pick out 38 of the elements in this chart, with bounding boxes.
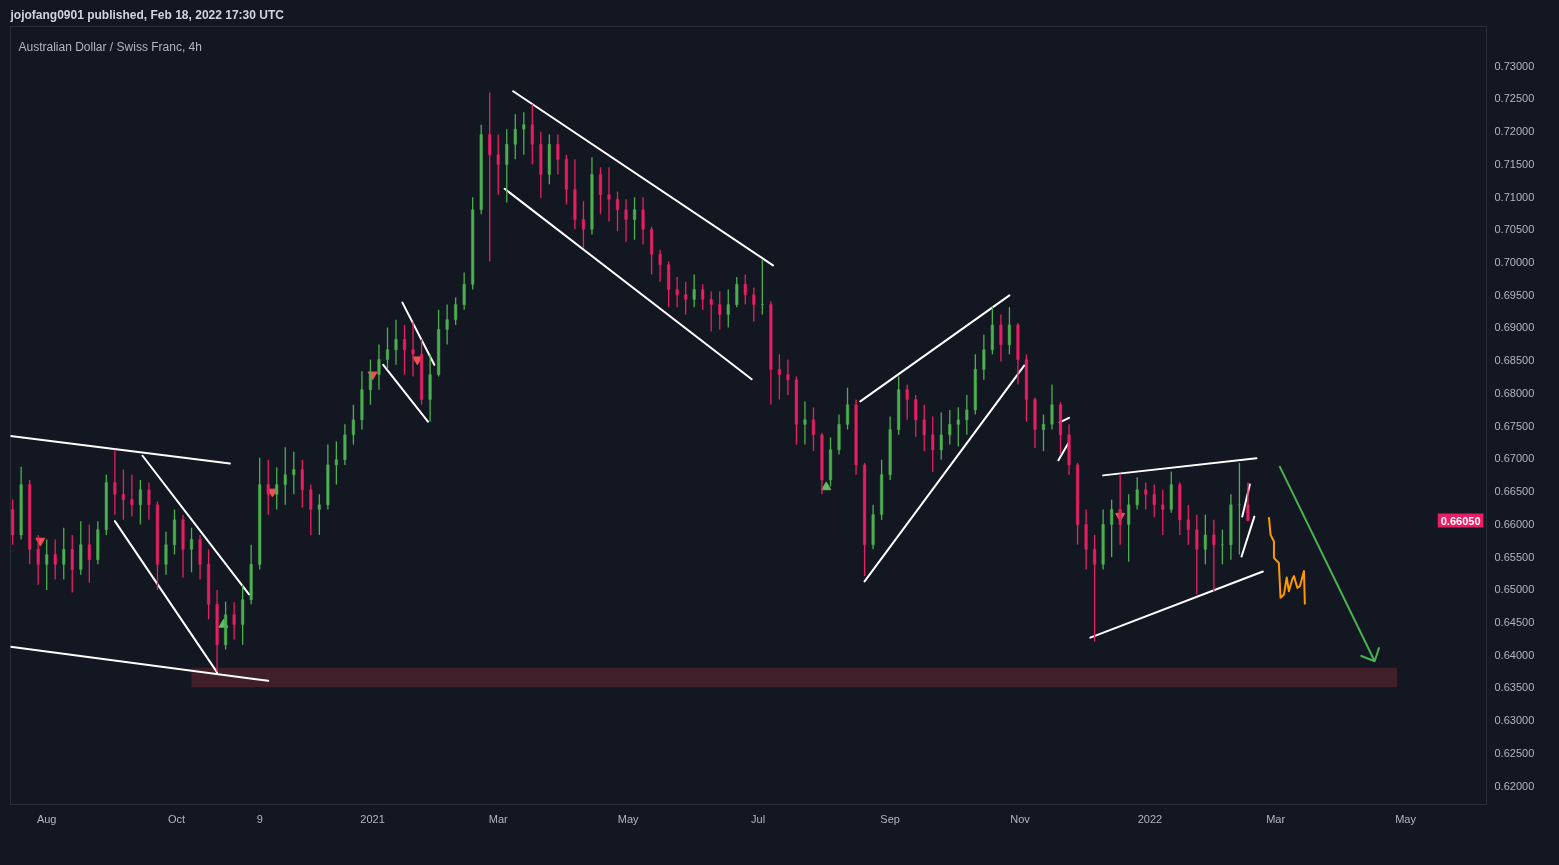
- x-tick-label: Mar: [488, 812, 509, 825]
- y-tick-label: 0.72000: [1494, 125, 1535, 138]
- y-tick-label: 0.62000: [1494, 779, 1535, 792]
- x-tick-label: Mar: [1266, 812, 1286, 825]
- x-tick-label: Jul: [751, 812, 766, 825]
- y-tick-label: 0.64000: [1494, 648, 1535, 661]
- x-tick-label: 2022: [1137, 812, 1163, 825]
- x-tick-label: May: [617, 812, 640, 825]
- y-tick-label: 0.70000: [1494, 256, 1535, 269]
- x-tick-label: Oct: [168, 812, 186, 825]
- y-tick-label: 0.67000: [1494, 452, 1535, 465]
- y-tick-label: 0.66000: [1494, 517, 1535, 530]
- y-tick-label: 0.73000: [1494, 59, 1535, 72]
- annotation: 0.66050: [1440, 514, 1481, 527]
- y-tick-label: 0.63500: [1494, 681, 1535, 694]
- y-tick-label: 0.68000: [1494, 386, 1535, 399]
- text: Australian Dollar / Swiss Franc, 4h: [18, 39, 202, 54]
- y-tick-label: 0.70500: [1494, 223, 1535, 236]
- y-tick-label: 0.71000: [1494, 190, 1535, 203]
- x-tick-label: May: [1395, 812, 1417, 825]
- y-tick-label: 0.62500: [1494, 746, 1535, 759]
- x-tick-label: Sep: [880, 812, 900, 825]
- y-tick-label: 0.69000: [1494, 321, 1535, 334]
- y-tick-label: 0.66500: [1494, 485, 1535, 498]
- y-tick-label: 0.68500: [1494, 354, 1535, 367]
- text: jojofang0901 published, Feb 18, 2022 17:30 UTC: [9, 7, 285, 22]
- x-tick-label: 2021: [360, 812, 385, 825]
- x-tick-label: Nov: [1010, 812, 1031, 825]
- y-tick-label: 0.69500: [1494, 288, 1535, 301]
- x-tick-label: Aug: [36, 812, 57, 825]
- y-tick-label: 0.65000: [1494, 583, 1535, 596]
- y-tick-label: 0.67500: [1494, 419, 1535, 432]
- y-tick-label: 0.65500: [1494, 550, 1535, 563]
- y-tick-label: 0.72500: [1494, 92, 1535, 105]
- y-tick-label: 0.71500: [1494, 157, 1535, 170]
- y-tick-label: 0.64500: [1494, 615, 1535, 628]
- y-tick-label: 0.63000: [1494, 714, 1535, 727]
- x-tick-label: 9: [256, 812, 263, 825]
